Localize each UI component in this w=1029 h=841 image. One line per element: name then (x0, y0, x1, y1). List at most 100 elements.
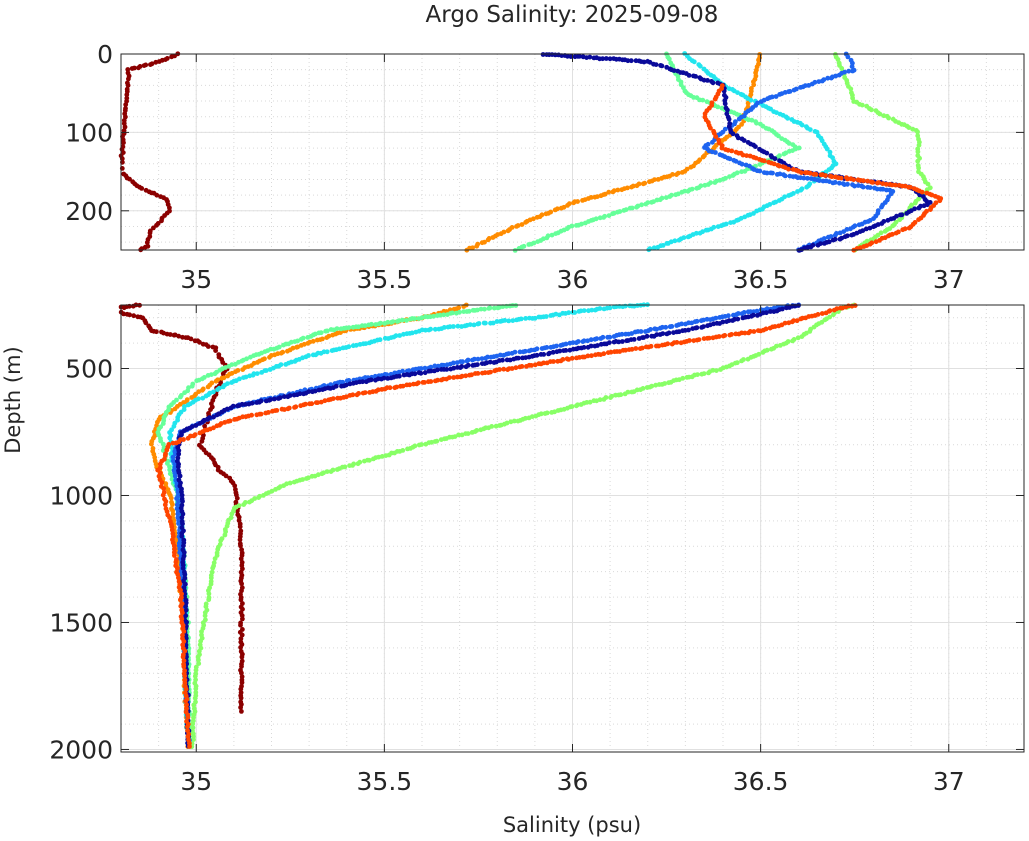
data-point-profile-red-orange (501, 366, 507, 372)
data-point-profile-mid-blue (567, 340, 573, 346)
data-point-profile-cyan (367, 340, 372, 346)
data-point-profile-mid-blue (175, 489, 181, 495)
data-point-profile-mid-blue (773, 94, 779, 99)
data-point-profile-dark-blue (735, 135, 741, 141)
data-point-profile-spring-green (621, 208, 627, 213)
data-point-profile-red-orange (776, 163, 782, 169)
data-point-profile-cyan (247, 373, 253, 379)
data-point-profile-cyan (215, 387, 220, 392)
data-point-profile-red-orange (919, 189, 925, 195)
data-point-profile-light-green (799, 334, 805, 339)
data-point-profile-dark-blue (276, 396, 281, 401)
data-point-profile-dark-blue (740, 315, 746, 321)
data-point-profile-spring-green (486, 306, 492, 311)
data-point-profile-mid-blue (548, 344, 554, 350)
data-point-profile-mid-blue (464, 358, 470, 364)
data-point-profile-red-orange (569, 355, 575, 361)
data-point-profile-cyan (611, 304, 617, 310)
data-point-profile-red-orange (798, 316, 804, 322)
data-point-profile-spring-green (248, 354, 253, 360)
data-point-profile-cyan (310, 352, 316, 358)
data-point-profile-light-green (273, 487, 278, 492)
data-point-profile-red-orange (767, 325, 773, 331)
data-point-profile-orange (485, 237, 491, 243)
data-point-profile-mid-blue (663, 324, 669, 330)
data-point-profile-dark-blue (422, 370, 428, 376)
data-point-profile-dark-blue (291, 392, 297, 398)
data-point-profile-cyan (169, 445, 175, 451)
data-point-profile-dark-blue (504, 357, 510, 363)
data-point-profile-dark-blue (416, 370, 422, 376)
data-point-profile-red-orange (298, 403, 304, 409)
data-point-profile-spring-green (606, 213, 612, 219)
data-point-profile-red-orange (180, 610, 185, 616)
data-point-profile-red-orange (197, 430, 203, 436)
data-point-profile-light-green (347, 463, 352, 468)
data-point-profile-dark-blue (385, 376, 391, 381)
data-point-profile-spring-green (233, 361, 238, 367)
data-point-profile-dark-blue (815, 242, 821, 248)
data-point-profile-red-orange (185, 715, 191, 720)
data-point-profile-mid-blue (782, 173, 788, 179)
data-point-profile-red-orange (831, 307, 837, 313)
data-point-profile-mid-blue (860, 184, 866, 190)
data-point-profile-dark-red (199, 438, 205, 444)
data-point-profile-red-orange (179, 591, 185, 597)
data-point-profile-spring-green (700, 97, 706, 103)
data-point-profile-dark-red (121, 311, 127, 317)
data-point-profile-red-orange (162, 453, 168, 458)
data-point-profile-cyan (229, 380, 235, 385)
data-point-profile-dark-red (154, 192, 160, 198)
x-tick-label: 36.5 (733, 265, 789, 294)
data-point-profile-red-orange (322, 398, 328, 404)
data-point-profile-mid-blue (611, 334, 617, 339)
data-point-profile-red-orange (307, 401, 312, 407)
data-point-profile-cyan (804, 184, 810, 190)
data-point-profile-spring-green (382, 321, 388, 326)
data-point-profile-red-orange (771, 161, 777, 167)
data-point-profile-mid-blue (498, 352, 503, 358)
data-point-profile-dark-blue (837, 236, 843, 242)
data-point-profile-red-orange (669, 341, 675, 347)
data-point-profile-cyan (350, 343, 356, 349)
data-point-profile-orange (610, 189, 616, 195)
data-point-profile-mid-blue (837, 230, 843, 236)
data-point-profile-mid-blue (739, 161, 745, 167)
data-point-profile-cyan (735, 90, 740, 95)
data-point-profile-mid-blue (867, 185, 873, 191)
data-point-profile-light-green (608, 395, 613, 400)
data-point-profile-red-orange (164, 447, 170, 453)
data-point-profile-red-orange (612, 349, 617, 355)
data-point-profile-light-green (666, 380, 672, 386)
data-point-profile-red-orange (755, 328, 761, 333)
data-point-profile-red-orange (906, 225, 912, 231)
data-point-profile-dark-blue (431, 368, 437, 374)
data-point-profile-dark-blue (885, 217, 891, 223)
data-point-profile-dark-blue (439, 367, 444, 372)
y-tick-label: 100 (65, 118, 113, 147)
data-point-profile-red-orange (710, 335, 716, 341)
data-point-profile-red-orange (473, 371, 478, 376)
data-point-profile-cyan (357, 342, 363, 347)
data-point-profile-orange (324, 335, 330, 340)
data-point-profile-red-orange (392, 385, 398, 391)
data-point-profile-mid-blue (825, 75, 831, 81)
data-point-profile-light-green (261, 493, 266, 498)
data-point-profile-light-green (469, 430, 475, 435)
data-point-profile-dark-blue (179, 515, 185, 520)
data-point-profile-red-orange (786, 320, 792, 326)
data-point-profile-dark-blue (624, 338, 630, 344)
data-point-profile-dark-blue (180, 565, 186, 571)
data-point-profile-spring-green (434, 313, 440, 318)
data-point-profile-cyan (601, 306, 607, 312)
data-point-profile-cyan (795, 189, 800, 194)
data-point-profile-light-green (508, 419, 514, 425)
data-point-profile-orange (552, 207, 558, 213)
data-point-profile-red-orange (160, 492, 166, 498)
data-point-profile-light-green (291, 479, 297, 485)
data-point-profile-red-orange (712, 96, 718, 102)
data-point-profile-light-green (886, 115, 891, 121)
data-point-profile-dark-red (127, 176, 132, 182)
data-point-profile-dark-blue (710, 80, 716, 86)
data-point-profile-mid-blue (605, 334, 611, 340)
